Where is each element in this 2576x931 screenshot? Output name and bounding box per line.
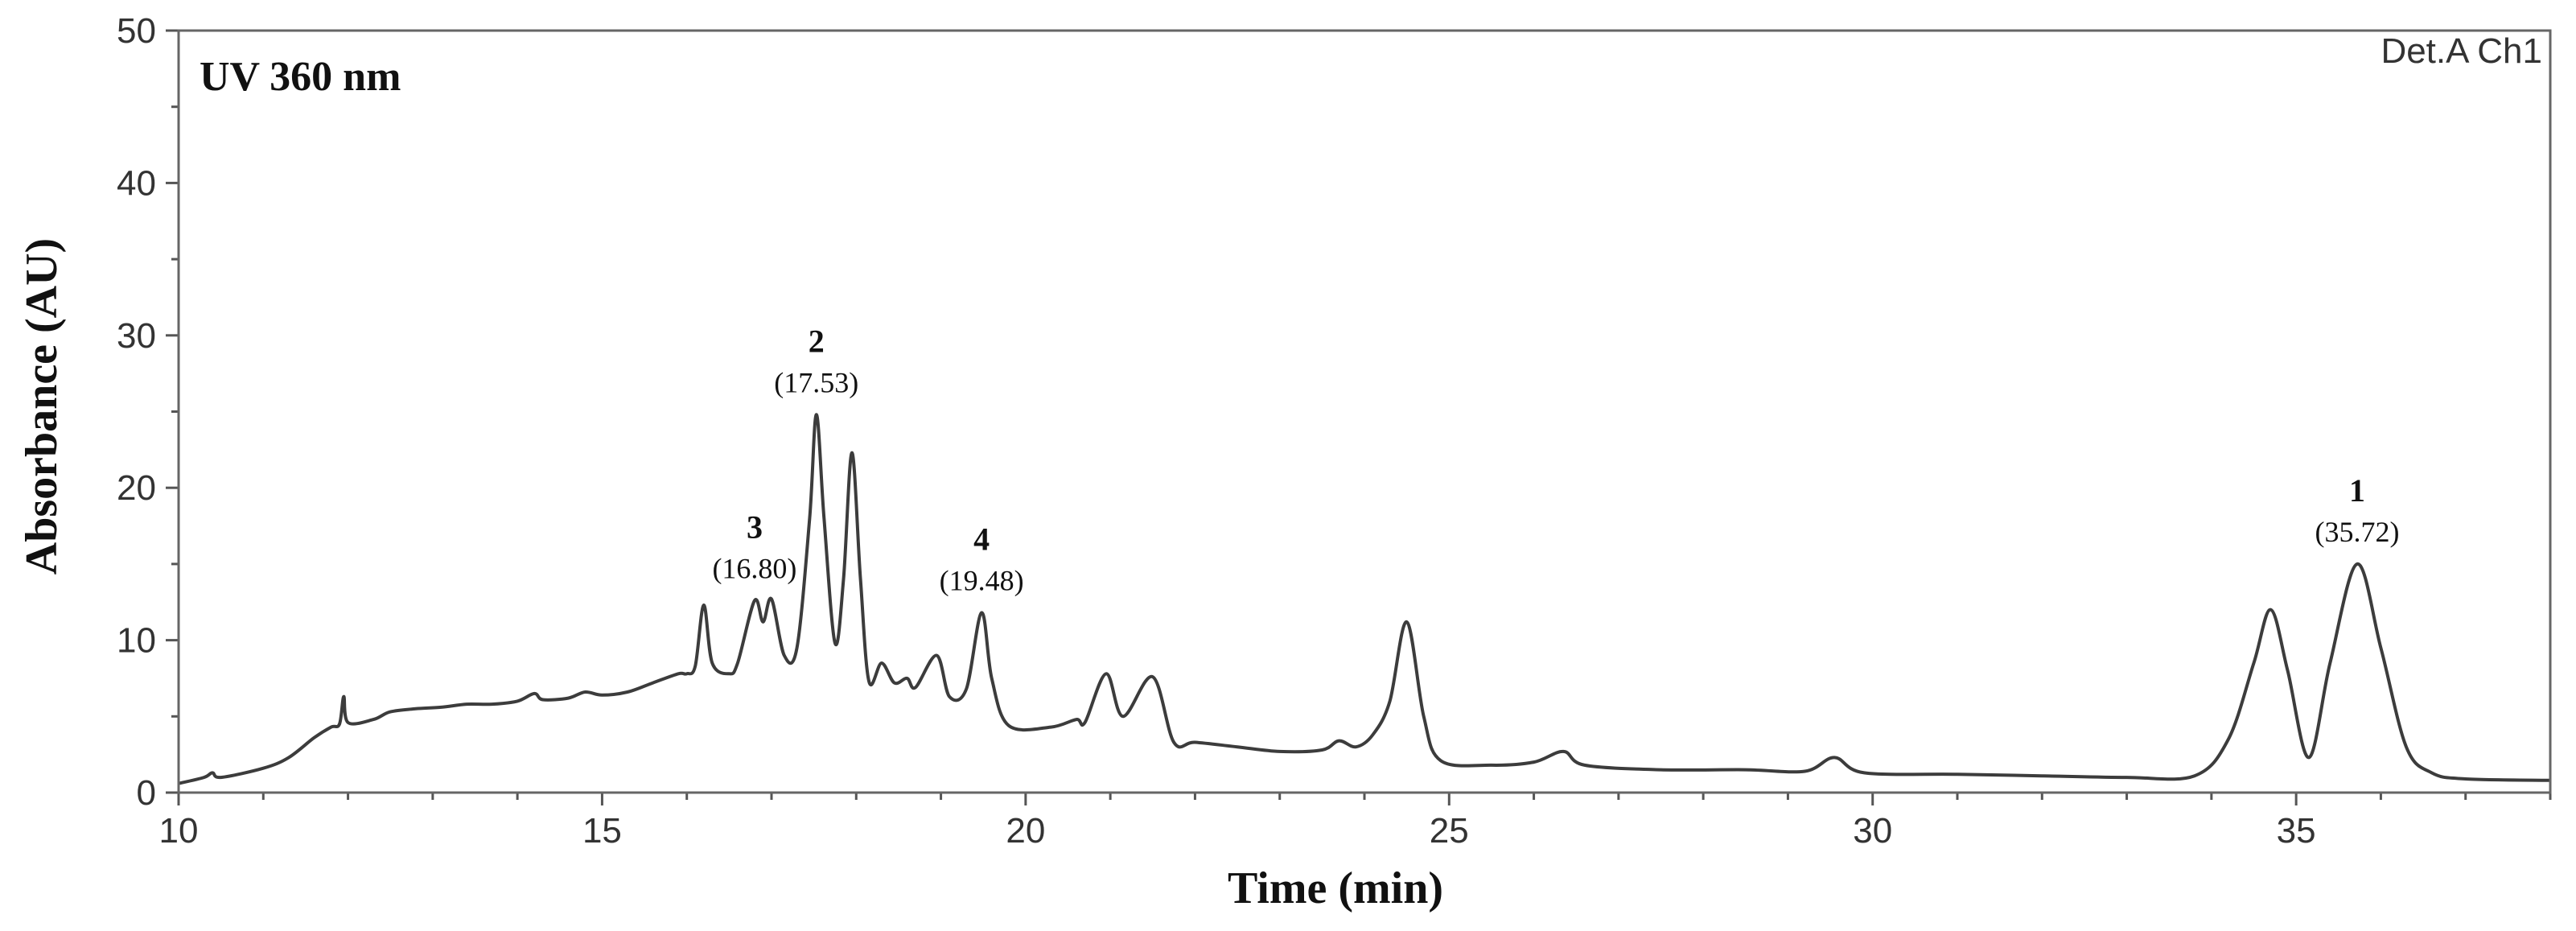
y-tick-label: 30 xyxy=(117,316,156,356)
peak-retention-time: (17.53) xyxy=(774,366,858,398)
peak-annotations: 1 (35.72) 2 (17.53) 3 (16.80) 4 (19.48) xyxy=(712,323,2399,596)
peak-retention-time: (35.72) xyxy=(2315,516,2399,548)
peak-retention-time: (16.80) xyxy=(712,552,796,584)
y-tick-label: 0 xyxy=(137,773,156,813)
y-axis-ticks: 0 10 20 30 40 50 xyxy=(117,11,179,813)
y-tick-label: 10 xyxy=(117,621,156,661)
absorbance-trace xyxy=(178,413,2551,785)
y-axis-title: Absorbance (AU) xyxy=(17,238,67,575)
peak-number-label: 4 xyxy=(973,521,990,558)
x-tick-label: 10 xyxy=(159,811,199,851)
x-tick-label: 20 xyxy=(1006,811,1045,851)
x-tick-label: 35 xyxy=(2277,811,2316,851)
y-tick-label: 50 xyxy=(117,11,156,51)
y-tick-label: 20 xyxy=(117,468,156,508)
peak-number-label: 1 xyxy=(2349,472,2365,509)
y-tick-label: 40 xyxy=(117,163,156,203)
x-axis-title: Time (min) xyxy=(1228,863,1443,913)
peak-number-label: 2 xyxy=(809,323,825,359)
x-tick-label: 15 xyxy=(582,811,622,851)
peak-retention-time: (19.48) xyxy=(940,565,1024,597)
x-tick-label: 25 xyxy=(1430,811,1469,851)
x-tick-label: 30 xyxy=(1853,811,1892,851)
plot-frame xyxy=(177,29,2552,794)
x-axis-ticks: 10 15 20 25 30 35 xyxy=(159,793,2552,851)
chart-title: UV 360 nm xyxy=(200,54,401,100)
detector-label: Det.A Ch1 xyxy=(2381,31,2542,71)
peak-number-label: 3 xyxy=(747,509,763,545)
